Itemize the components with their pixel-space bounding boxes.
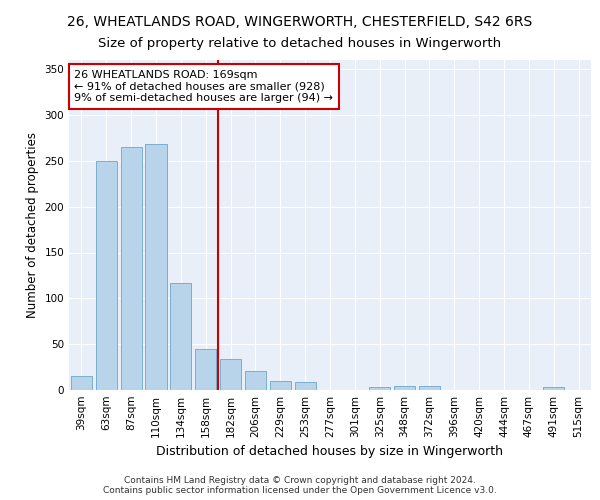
Bar	[245, 371, 266, 390]
Bar	[369, 387, 390, 390]
Text: Size of property relative to detached houses in Wingerworth: Size of property relative to detached ho…	[98, 38, 502, 51]
Bar	[195, 349, 216, 390]
X-axis label: Distribution of detached houses by size in Wingerworth: Distribution of detached houses by size …	[157, 446, 503, 458]
Bar	[71, 376, 92, 390]
Bar	[170, 283, 191, 390]
Text: 26 WHEATLANDS ROAD: 169sqm
← 91% of detached houses are smaller (928)
9% of semi: 26 WHEATLANDS ROAD: 169sqm ← 91% of deta…	[74, 70, 333, 103]
Bar	[96, 161, 117, 390]
Bar	[394, 386, 415, 390]
Bar	[270, 381, 291, 390]
Bar	[145, 144, 167, 390]
Bar	[419, 386, 440, 390]
Bar	[543, 387, 564, 390]
Bar	[295, 382, 316, 390]
Text: 26, WHEATLANDS ROAD, WINGERWORTH, CHESTERFIELD, S42 6RS: 26, WHEATLANDS ROAD, WINGERWORTH, CHESTE…	[67, 15, 533, 29]
Y-axis label: Number of detached properties: Number of detached properties	[26, 132, 39, 318]
Text: Contains HM Land Registry data © Crown copyright and database right 2024.
Contai: Contains HM Land Registry data © Crown c…	[103, 476, 497, 495]
Bar	[220, 359, 241, 390]
Bar	[121, 147, 142, 390]
